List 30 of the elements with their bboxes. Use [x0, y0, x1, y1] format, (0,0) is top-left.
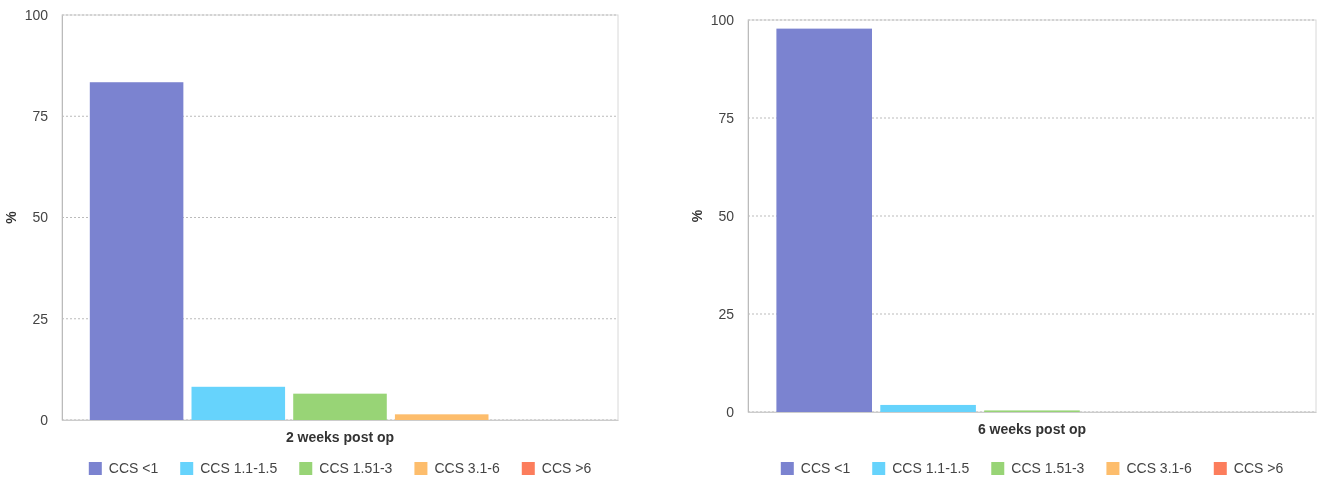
bar	[293, 393, 387, 420]
y-tick-label: 50	[32, 209, 49, 226]
legend-label: CCS <1	[800, 460, 851, 476]
legend-label: CCS 3.1-6	[434, 460, 500, 476]
legend-label: CCS 3.1-6	[1126, 460, 1192, 476]
x-axis-title: 2 weeks post op	[285, 429, 395, 445]
legend-label: CCS >6	[1233, 460, 1284, 476]
y-tick-label: 25	[32, 310, 49, 327]
y-tick-label: 75	[32, 108, 49, 125]
y-tick-label: 100	[710, 11, 735, 28]
legend-label: CCS >6	[541, 460, 592, 476]
legend-label: CCS 1.1-1.5	[200, 460, 278, 476]
bar	[776, 28, 872, 412]
legend-label: CCS <1	[108, 460, 159, 476]
bar	[89, 82, 184, 420]
y-tick-label: 0	[40, 411, 49, 428]
y-tick-label: 25	[718, 305, 735, 322]
bar	[191, 386, 286, 420]
y-axis-title: %	[689, 209, 705, 223]
legend-label: CCS 1.1-1.5	[892, 460, 970, 476]
bar	[880, 404, 976, 412]
legend-label: CCS 1.51-3	[319, 460, 393, 476]
y-tick-label: 0	[726, 403, 735, 420]
y-tick-label: 75	[718, 109, 735, 126]
bar	[394, 414, 489, 420]
y-tick-label: 100	[24, 6, 49, 23]
x-axis-title: 6 weeks post op	[977, 421, 1087, 437]
legend-label: CCS 1.51-3	[1011, 460, 1085, 476]
y-axis-title: %	[3, 210, 19, 224]
y-tick-label: 50	[718, 207, 735, 224]
